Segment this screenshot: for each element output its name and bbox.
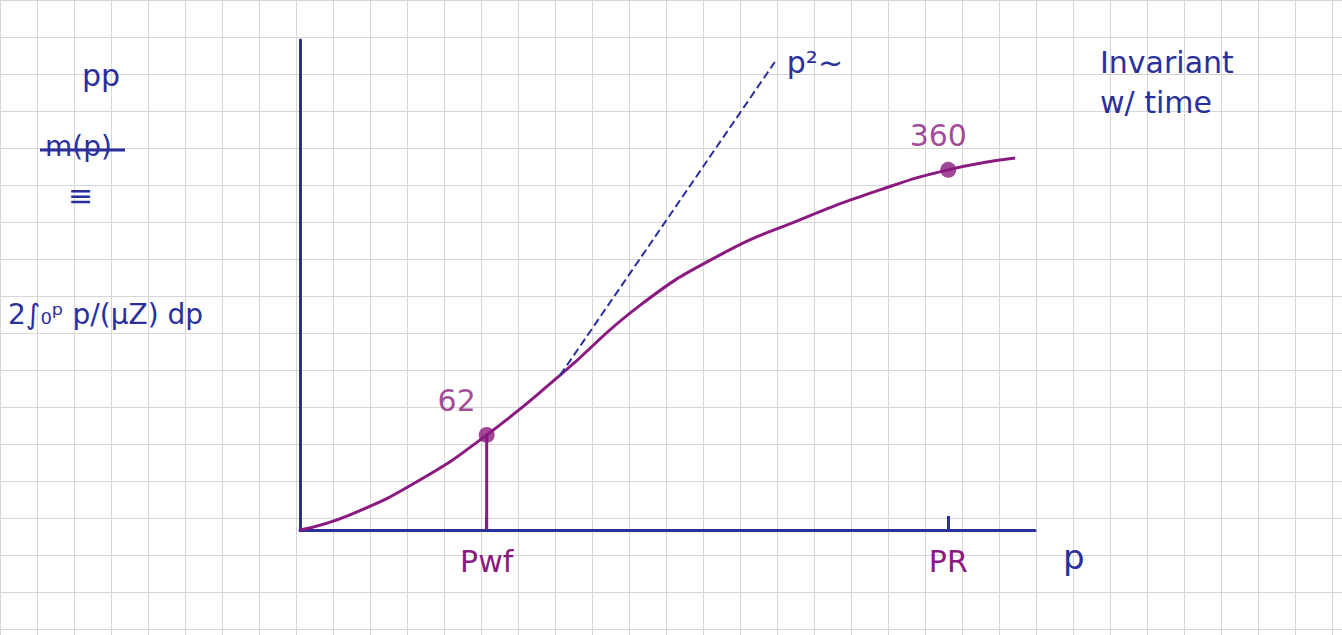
svg-text:pp: pp: [82, 58, 120, 93]
svg-text:p²~: p²~: [787, 45, 843, 80]
svg-text:≡: ≡: [68, 178, 93, 213]
svg-text:p: p: [1063, 537, 1085, 577]
svg-text:62: 62: [438, 383, 476, 418]
svg-text:w/ time: w/ time: [1100, 85, 1212, 120]
svg-text:360: 360: [910, 118, 967, 153]
svg-text:Pwf: Pwf: [460, 544, 515, 579]
svg-text:m(p): m(p): [45, 130, 112, 163]
svg-text:Invariant: Invariant: [1100, 45, 1234, 80]
svg-text:2∫₀ᵖ p/(μZ) dp: 2∫₀ᵖ p/(μZ) dp: [8, 298, 203, 331]
svg-text:PR: PR: [929, 544, 968, 579]
